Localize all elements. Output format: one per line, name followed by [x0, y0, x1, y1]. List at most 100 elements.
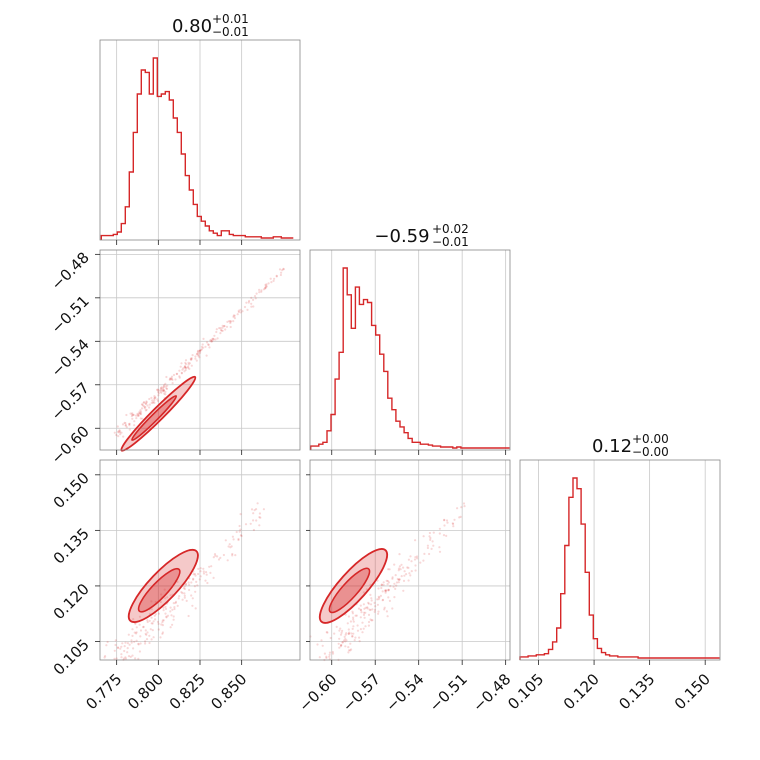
pair-2-sample-126	[318, 656, 321, 659]
pair-2-sample-117	[369, 593, 372, 597]
pair-0-sample-112	[164, 382, 167, 385]
pair-0-sample-78	[264, 283, 267, 286]
pair-1-sample-81	[139, 642, 142, 645]
pair-0-sample-165	[171, 378, 174, 381]
pair-0-sample-96	[186, 365, 190, 368]
pair-0-sample-100	[159, 387, 162, 390]
pair-0-sample-91	[161, 387, 164, 390]
pair-1-sample-232	[232, 538, 235, 541]
pair-0-sample-150	[220, 328, 223, 332]
pair-0-sample-141	[122, 435, 125, 438]
pair-0-sample-109	[139, 413, 142, 416]
pair-1-sample-129	[217, 558, 221, 561]
pair-2-sample-42	[400, 563, 403, 566]
pair-1-sample-148	[130, 641, 133, 644]
pair-0-sample-220	[232, 315, 235, 318]
pair-0-sample-58	[221, 324, 224, 327]
pair-0-sample-70	[141, 403, 144, 406]
pair-2-contour-outer	[318, 548, 389, 624]
pair-0-sample-231	[189, 358, 192, 361]
pair-1-sample-69	[126, 647, 129, 650]
pair-0-sample-45	[265, 285, 268, 288]
pair-1-sample-180	[177, 597, 180, 600]
pair-2-sample-112	[432, 531, 435, 534]
pair-1-sample-58	[133, 640, 136, 643]
pair-0-sample-19	[128, 422, 131, 426]
pair-1-sample-211	[244, 523, 248, 526]
pair-0-sample-89	[165, 387, 169, 390]
pair-0-sample-202	[150, 396, 153, 399]
pair-1-sample-153	[169, 606, 172, 609]
pair-1-sample-237	[161, 619, 164, 622]
pair-0-sample-182	[162, 389, 165, 392]
pair-1-sample-13	[258, 524, 261, 527]
pair-0-sample-237	[140, 407, 144, 410]
pair-0-sample-53	[124, 424, 127, 427]
pair-2-sample-53	[362, 613, 366, 617]
pair-2-sample-125	[403, 570, 406, 573]
pair-0-sample-241	[262, 288, 265, 291]
pair-0-sample-67	[157, 394, 160, 397]
pair-2-sample-92	[377, 612, 380, 615]
pair-2-sample-25	[414, 556, 417, 559]
pair-1-sample-151	[178, 595, 181, 598]
pair-0-sample-24	[197, 354, 200, 357]
pair-0-sample-46	[117, 430, 120, 433]
pair-2-sample-39	[407, 558, 410, 561]
pair-1-sample-109	[184, 583, 188, 586]
pair-0-sample-83	[211, 339, 214, 342]
pair-0-sample-93	[124, 423, 127, 427]
pair-0-sample-249	[187, 361, 190, 364]
pair-1-sample-17	[192, 578, 195, 581]
pair-1-sample-96	[249, 522, 252, 525]
pair-0-sample-97	[129, 412, 132, 415]
pair-0-sample-172	[215, 330, 218, 334]
pair-2-sample-119	[328, 651, 332, 654]
pair-2-sample-199	[364, 606, 367, 609]
pair-1-sample-50	[161, 632, 164, 635]
pair-1-sample-118	[172, 615, 175, 618]
pair-1-sample-34	[255, 508, 258, 511]
xlabel-p2-2: 0.135	[615, 670, 658, 713]
hist-1-frame	[309, 249, 511, 451]
pair-0-sample-190	[180, 362, 183, 365]
pair-0-sample-196	[205, 341, 209, 344]
pair-1-sample-171	[116, 646, 119, 649]
pair-1-sample-150	[163, 588, 166, 591]
axis-ticks	[95, 240, 706, 665]
pair-0-contour-inner	[131, 395, 178, 441]
pair-1-sample-174	[172, 618, 175, 621]
pair-2-sample-189	[351, 612, 354, 615]
pair-2-sample-61	[376, 598, 379, 601]
pair-0-sample-125	[117, 431, 120, 434]
pair-0-sample-108	[207, 343, 210, 346]
xlabel-p1-0: −0.60	[295, 670, 340, 715]
pair-1-sample-164	[183, 587, 186, 591]
pair-2-sample-257	[443, 519, 446, 522]
pair-0-sample-170	[253, 295, 257, 298]
pair-1-sample-169	[181, 598, 184, 601]
pair-0-sample-41	[232, 314, 235, 317]
pair-0-sample-74	[184, 368, 187, 372]
pair-2-sample-195	[387, 588, 390, 592]
pair-0-sample-51	[144, 402, 148, 406]
ylabel-p1-2: −0.54	[48, 335, 93, 380]
pair-1-sample-205	[196, 584, 199, 587]
pair-2-sample-233	[345, 639, 348, 642]
pair-1-sample-20	[115, 657, 118, 660]
xlabel-p1-2: −0.54	[382, 670, 427, 715]
pair-2-sample-90	[443, 518, 446, 522]
pair-0-sample-148	[132, 413, 135, 416]
pair-1-sample-247	[205, 573, 208, 576]
pair-2-sample-162	[409, 574, 412, 577]
pair-0-sample-29	[128, 428, 131, 431]
pair-1-sample-35	[174, 601, 177, 605]
pair-2-sample-1	[393, 582, 396, 585]
pair-0-sample-49	[220, 329, 223, 332]
pair-1-sample-156	[162, 619, 165, 622]
pair-2-sample-131	[405, 573, 408, 576]
pair-0-sample-239	[229, 320, 232, 323]
pair-1-sample-79	[138, 650, 141, 653]
pair-0-sample-136	[210, 339, 213, 343]
pair-1-sample-231	[121, 642, 124, 645]
